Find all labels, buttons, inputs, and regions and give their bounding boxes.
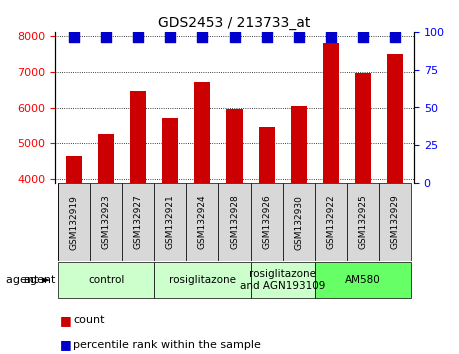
Point (134, 35, 142, 40)
Bar (379, 183, 411, 261)
Text: GSM132923: GSM132923 (102, 195, 111, 250)
Point (71, 35, 78, 40)
Text: GSM132930: GSM132930 (294, 195, 303, 250)
Bar (291, 106, 307, 323)
Bar (186, 183, 218, 261)
Text: GSM132924: GSM132924 (198, 195, 207, 249)
Text: GSM132925: GSM132925 (358, 195, 367, 250)
Text: GSM132921: GSM132921 (166, 195, 175, 250)
Bar (251, 262, 314, 298)
Text: control: control (88, 275, 124, 285)
Bar (66, 156, 82, 323)
Bar (347, 183, 379, 261)
Text: agent ►: agent ► (6, 275, 50, 285)
Bar (314, 262, 411, 298)
Point (167, 35, 174, 40)
Text: GSM132929: GSM132929 (390, 195, 399, 250)
Bar (154, 262, 251, 298)
Bar (251, 183, 283, 261)
Bar (323, 43, 339, 323)
Title: GDS2453 / 213733_at: GDS2453 / 213733_at (158, 16, 311, 30)
Bar (58, 183, 90, 261)
Bar (226, 109, 242, 323)
Text: agent: agent (23, 275, 56, 285)
Point (359, 35, 366, 40)
Point (327, 35, 334, 40)
Point (391, 35, 398, 40)
Bar (130, 91, 146, 323)
Bar (387, 53, 403, 323)
Bar (218, 183, 251, 261)
Bar (258, 127, 274, 323)
Bar (98, 135, 114, 323)
Text: ■: ■ (60, 338, 71, 352)
Text: GSM132927: GSM132927 (134, 195, 143, 250)
Bar (283, 183, 314, 261)
Point (263, 35, 270, 40)
Text: GSM132926: GSM132926 (262, 195, 271, 250)
Point (199, 35, 206, 40)
Bar (58, 262, 154, 298)
Point (231, 35, 238, 40)
Bar (195, 82, 211, 323)
Bar (162, 118, 179, 323)
Text: percentile rank within the sample: percentile rank within the sample (73, 340, 261, 350)
Text: AM580: AM580 (345, 275, 381, 285)
Point (295, 35, 302, 40)
Bar (122, 183, 154, 261)
Bar (314, 183, 347, 261)
Text: rosiglitazone: rosiglitazone (169, 275, 236, 285)
Bar (355, 73, 371, 323)
Text: GSM132928: GSM132928 (230, 195, 239, 250)
Text: GSM132919: GSM132919 (70, 195, 79, 250)
Text: GSM132922: GSM132922 (326, 195, 335, 249)
Bar (154, 183, 186, 261)
Bar (90, 183, 122, 261)
Text: rosiglitazone
and AGN193109: rosiglitazone and AGN193109 (240, 269, 325, 291)
Point (103, 35, 110, 40)
Text: count: count (73, 315, 105, 325)
Text: ■: ■ (60, 314, 71, 327)
